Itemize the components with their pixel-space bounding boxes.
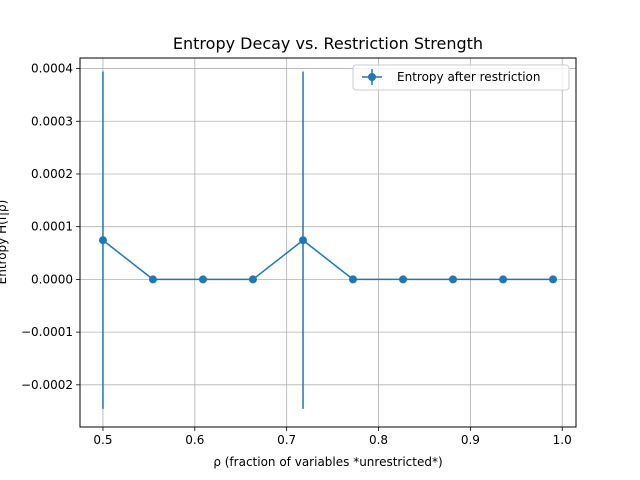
x-tick-label: 0.9 [461,433,480,447]
y-axis-label: Entropy H(f|ρ) [0,200,9,285]
data-point-marker [549,275,558,284]
y-tick-label: −0.0001 [21,325,73,339]
y-tick-label: 0.0000 [31,272,73,286]
x-tick-label: 1.0 [553,433,572,447]
x-axis-ticks: 0.5 0.6 0.7 0.8 0.9 1.0 [93,427,572,447]
series-line-layer [102,239,554,281]
y-axis-ticks: −0.0002 −0.0001 0.0000 0.0001 0.0002 0.0003 0.… [21,62,80,392]
data-point-marker [198,275,207,284]
legend-box [352,64,570,91]
data-point-marker [299,236,308,245]
data-point-marker [248,275,257,284]
data-point-marker [348,275,357,284]
legend-marker-swatch [368,73,376,81]
chart-title: Entropy Decay vs. Restriction Strength [173,34,483,53]
series-line [102,239,554,281]
x-tick-label: 0.7 [277,433,296,447]
y-tick-label: 0.0001 [31,220,73,234]
data-point-marker [399,275,408,284]
y-tick-label: 0.0002 [31,167,73,181]
data-point-marker [449,275,458,284]
x-axis-label: ρ (fraction of variables *unrestricted*) [213,455,442,469]
y-tick-label: 0.0003 [31,114,73,128]
legend: Entropy after restriction [352,64,570,91]
x-tick-label: 0.8 [369,433,388,447]
data-point-marker [148,275,157,284]
y-tick-label: −0.0002 [21,378,73,392]
legend-entry-label: Entropy after restriction [397,70,541,84]
x-tick-label: 0.6 [185,433,204,447]
data-point-marker [499,275,508,284]
x-tick-label: 0.5 [93,433,112,447]
plot-frame [79,57,577,428]
data-points [98,236,558,284]
data-point-marker [98,236,107,245]
y-tick-label: 0.0004 [31,62,73,76]
